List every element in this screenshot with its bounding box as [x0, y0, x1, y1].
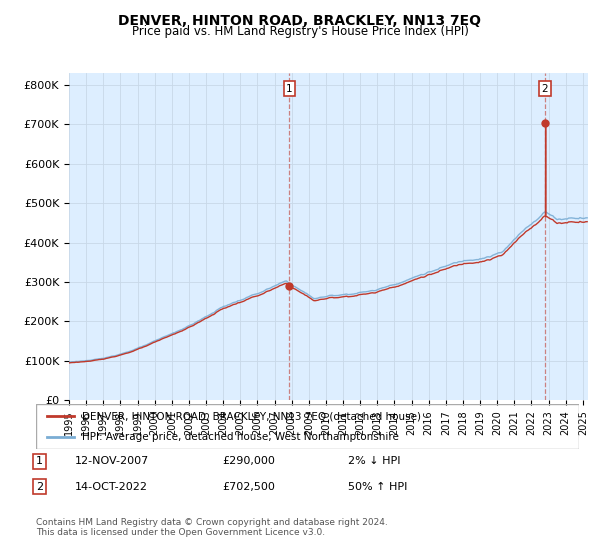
Text: 14-OCT-2022: 14-OCT-2022 [75, 482, 148, 492]
Text: 2: 2 [36, 482, 43, 492]
Text: 12-NOV-2007: 12-NOV-2007 [75, 456, 149, 466]
Text: DENVER, HINTON ROAD, BRACKLEY, NN13 7EQ: DENVER, HINTON ROAD, BRACKLEY, NN13 7EQ [119, 14, 482, 28]
Text: £290,000: £290,000 [222, 456, 275, 466]
Text: 50% ↑ HPI: 50% ↑ HPI [348, 482, 407, 492]
Text: Price paid vs. HM Land Registry's House Price Index (HPI): Price paid vs. HM Land Registry's House … [131, 25, 469, 38]
Text: 2% ↓ HPI: 2% ↓ HPI [348, 456, 401, 466]
Text: 2: 2 [542, 83, 548, 94]
Text: DENVER, HINTON ROAD, BRACKLEY, NN13 7EQ (detached house): DENVER, HINTON ROAD, BRACKLEY, NN13 7EQ … [82, 412, 421, 422]
Text: 1: 1 [286, 83, 293, 94]
Text: 1: 1 [36, 456, 43, 466]
Text: HPI: Average price, detached house, West Northamptonshire: HPI: Average price, detached house, West… [82, 432, 399, 442]
Text: £702,500: £702,500 [222, 482, 275, 492]
Text: Contains HM Land Registry data © Crown copyright and database right 2024.
This d: Contains HM Land Registry data © Crown c… [36, 518, 388, 538]
